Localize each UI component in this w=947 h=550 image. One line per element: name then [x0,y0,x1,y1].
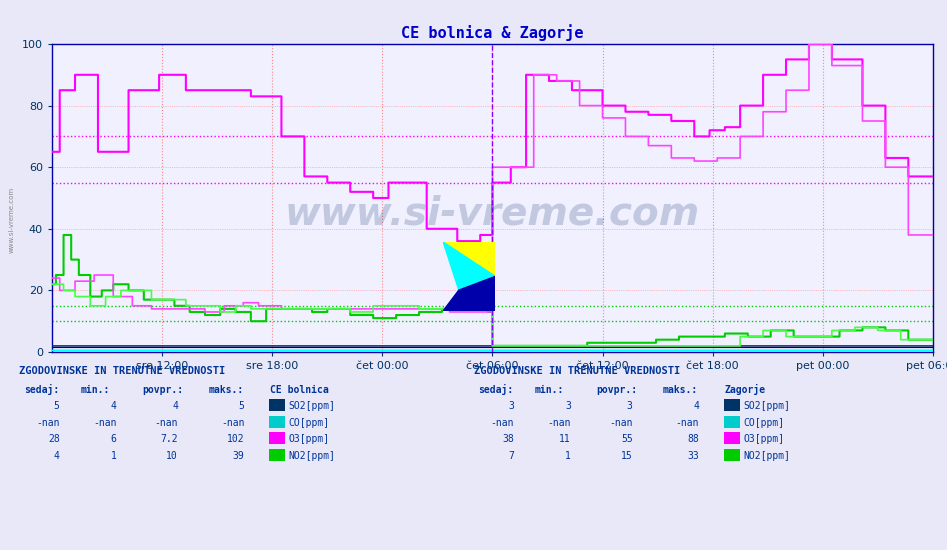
Text: 102: 102 [226,434,244,444]
Text: 11: 11 [560,434,571,444]
Text: povpr.:: povpr.: [597,384,637,395]
Text: -nan: -nan [675,417,699,428]
Text: min.:: min.: [535,384,564,395]
Text: 1: 1 [565,450,571,461]
Text: -nan: -nan [491,417,514,428]
Text: maks.:: maks.: [663,384,698,395]
Polygon shape [443,276,495,311]
Text: 1: 1 [111,450,116,461]
Text: -nan: -nan [609,417,633,428]
Text: 28: 28 [48,434,60,444]
Text: -nan: -nan [36,417,60,428]
Text: 3: 3 [627,401,633,411]
Text: sedaj:: sedaj: [24,384,59,395]
Text: NO2[ppm]: NO2[ppm] [289,450,336,461]
Text: 5: 5 [239,401,244,411]
Text: CO[ppm]: CO[ppm] [743,417,784,428]
Text: -nan: -nan [547,417,571,428]
Polygon shape [443,242,495,290]
Text: 4: 4 [172,401,178,411]
Text: Zagorje: Zagorje [724,384,765,395]
Text: CO[ppm]: CO[ppm] [289,417,330,428]
Text: -nan: -nan [93,417,116,428]
Text: -nan: -nan [154,417,178,428]
Text: 55: 55 [621,434,633,444]
Text: 5: 5 [54,401,60,411]
Text: 3: 3 [509,401,514,411]
Text: www.si-vreme.com: www.si-vreme.com [9,187,14,253]
Text: 7: 7 [509,450,514,461]
Text: 3: 3 [565,401,571,411]
Text: sedaj:: sedaj: [478,384,513,395]
Text: ZGODOVINSKE IN TRENUTNE VREDNOSTI: ZGODOVINSKE IN TRENUTNE VREDNOSTI [19,366,225,376]
Polygon shape [443,242,495,276]
Text: 10: 10 [167,450,178,461]
Text: 7.2: 7.2 [160,434,178,444]
Text: ZGODOVINSKE IN TRENUTNE VREDNOSTI: ZGODOVINSKE IN TRENUTNE VREDNOSTI [474,366,680,376]
Text: 15: 15 [621,450,633,461]
Text: 6: 6 [111,434,116,444]
Text: 39: 39 [233,450,244,461]
Text: 88: 88 [688,434,699,444]
Text: min.:: min.: [80,384,110,395]
Text: www.si-vreme.com: www.si-vreme.com [285,194,700,233]
Text: 4: 4 [54,450,60,461]
Text: 33: 33 [688,450,699,461]
Text: O3[ppm]: O3[ppm] [289,434,330,444]
Text: maks.:: maks.: [208,384,243,395]
Text: NO2[ppm]: NO2[ppm] [743,450,791,461]
Text: 38: 38 [503,434,514,444]
Title: CE bolnica & Zagorje: CE bolnica & Zagorje [402,25,583,41]
Text: O3[ppm]: O3[ppm] [743,434,784,444]
Text: -nan: -nan [221,417,244,428]
Text: povpr.:: povpr.: [142,384,183,395]
Text: 4: 4 [693,401,699,411]
Text: 4: 4 [111,401,116,411]
Text: SO2[ppm]: SO2[ppm] [289,401,336,411]
Text: CE bolnica: CE bolnica [270,384,329,395]
Text: SO2[ppm]: SO2[ppm] [743,401,791,411]
